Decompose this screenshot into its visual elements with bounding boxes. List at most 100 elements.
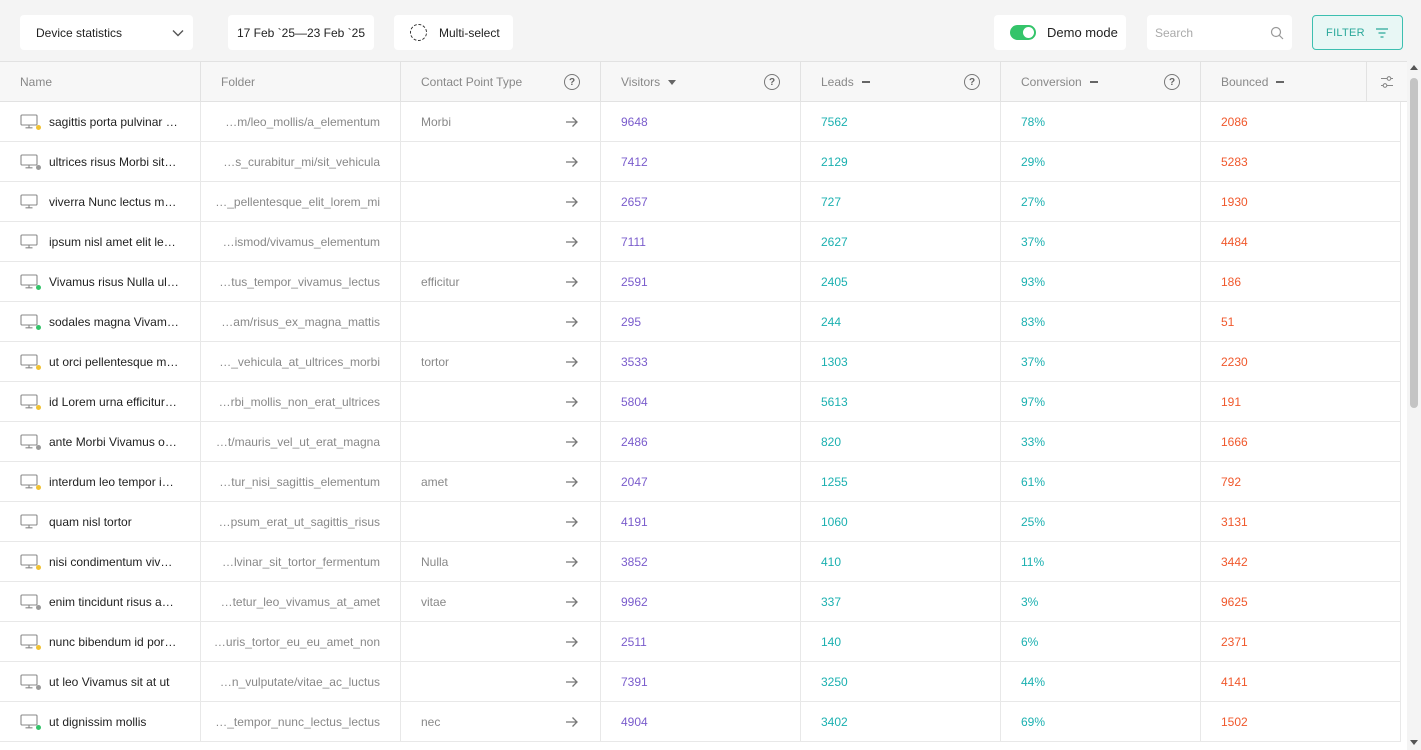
column-header-bounced[interactable]: Bounced (1201, 62, 1366, 102)
arrow-right-icon[interactable] (564, 194, 580, 213)
cell-name[interactable]: sagittis porta pulvinar … (0, 102, 201, 142)
cell-name[interactable]: id Lorem urna efficitur … (0, 382, 201, 422)
status-dot (36, 125, 41, 130)
monitor-icon (20, 114, 41, 130)
cell-name[interactable]: quam nisl tortor (0, 502, 201, 542)
arrow-right-icon[interactable] (564, 274, 580, 293)
cell-name[interactable]: enim tincidunt risus a… (0, 582, 201, 622)
cell-name[interactable]: ante Morbi Vivamus or… (0, 422, 201, 462)
column-header-leads[interactable]: Leads? (801, 62, 1001, 102)
sort-none-icon[interactable] (1276, 81, 1285, 83)
table-row[interactable]: nisi condimentum vive… …lvinar_sit_torto… (0, 542, 1401, 582)
cell-contact-point-type: vitae (401, 582, 601, 622)
scroll-up-arrow-icon[interactable] (1410, 65, 1418, 70)
cell-conversion: 83% (1001, 302, 1201, 342)
scroll-down-arrow-icon[interactable] (1410, 740, 1418, 745)
column-header-contact-point-type[interactable]: Contact Point Type? (401, 62, 601, 102)
table-row[interactable]: ipsum nisl amet elit le… …ismod/vivamus_… (0, 222, 1401, 262)
table-row[interactable]: ut leo Vivamus sit at ut …n_vulputate/vi… (0, 662, 1401, 702)
status-dot (36, 645, 41, 650)
contact-point-type-value: nec (421, 715, 441, 729)
sort-none-icon[interactable] (861, 81, 870, 83)
help-icon[interactable]: ? (964, 74, 980, 90)
cell-conversion: 44% (1001, 662, 1201, 702)
cell-bounced: 3131 (1201, 502, 1401, 542)
cell-name[interactable]: nunc bibendum id port… (0, 622, 201, 662)
help-icon[interactable]: ? (1164, 74, 1180, 90)
table-row[interactable]: sagittis porta pulvinar … …m/leo_mollis/… (0, 102, 1401, 142)
report-type-select[interactable]: Device statistics (20, 15, 193, 50)
cell-name[interactable]: ut orci pellentesque m… (0, 342, 201, 382)
cell-contact-point-type (401, 142, 601, 182)
sort-none-icon[interactable] (1089, 81, 1098, 83)
cell-visitors: 7412 (601, 142, 801, 182)
column-header-conversion[interactable]: Conversion? (1001, 62, 1201, 102)
column-settings-button[interactable] (1366, 62, 1407, 102)
table-header: Name Folder Contact Point Type? Visitors… (0, 62, 1407, 102)
cell-visitors: 3852 (601, 542, 801, 582)
cell-bounced: 4484 (1201, 222, 1401, 262)
table-row[interactable]: ut dignissim mollis …_tempor_nunc_lectus… (0, 702, 1401, 742)
table-row[interactable]: viverra Nunc lectus mi … …_pellentesque_… (0, 182, 1401, 222)
cell-visitors: 9648 (601, 102, 801, 142)
cell-name[interactable]: ultrices risus Morbi sit … (0, 142, 201, 182)
contact-point-type-value: vitae (421, 595, 447, 609)
table-row[interactable]: enim tincidunt risus a… …tetur_leo_vivam… (0, 582, 1401, 622)
column-header-name[interactable]: Name (0, 62, 201, 102)
cell-name[interactable]: nisi condimentum vive… (0, 542, 201, 582)
column-header-visitors[interactable]: Visitors? (601, 62, 801, 102)
arrow-right-icon[interactable] (564, 634, 580, 653)
cell-name[interactable]: Vivamus risus Nulla ult… (0, 262, 201, 302)
column-header-folder[interactable]: Folder (201, 62, 401, 102)
arrow-right-icon[interactable] (564, 114, 580, 133)
arrow-right-icon[interactable] (564, 394, 580, 413)
cell-visitors: 7391 (601, 662, 801, 702)
column-label-folder: Folder (221, 75, 256, 89)
help-icon[interactable]: ? (564, 74, 580, 90)
arrow-right-icon[interactable] (564, 154, 580, 173)
arrow-right-icon[interactable] (564, 234, 580, 253)
arrow-right-icon[interactable] (564, 714, 580, 733)
arrow-right-icon[interactable] (564, 594, 580, 613)
monitor-icon (20, 474, 41, 490)
date-range-picker[interactable]: 17 Feb `25—23 Feb `25 (228, 15, 374, 50)
cell-bounced: 51 (1201, 302, 1401, 342)
arrow-right-icon[interactable] (564, 674, 580, 693)
cell-name[interactable]: interdum leo tempor ip… (0, 462, 201, 502)
table-row[interactable]: id Lorem urna efficitur … …rbi_mollis_no… (0, 382, 1401, 422)
search-icon[interactable] (1270, 26, 1284, 40)
scrollbar-thumb[interactable] (1410, 78, 1418, 408)
search-input[interactable] (1155, 25, 1255, 40)
arrow-right-icon[interactable] (564, 474, 580, 493)
demo-mode-toggle[interactable] (1010, 25, 1036, 40)
cell-name[interactable]: viverra Nunc lectus mi … (0, 182, 201, 222)
table-row[interactable]: quam nisl tortor …psum_erat_ut_sagittis_… (0, 502, 1401, 542)
table-row[interactable]: sodales magna Vivam… …am/risus_ex_magna_… (0, 302, 1401, 342)
arrow-right-icon[interactable] (564, 354, 580, 373)
cell-name[interactable]: sodales magna Vivam… (0, 302, 201, 342)
cell-conversion: 27% (1001, 182, 1201, 222)
arrow-right-icon[interactable] (564, 314, 580, 333)
sort-descending-icon[interactable] (668, 79, 677, 85)
table-row[interactable]: Vivamus risus Nulla ult… …tus_tempor_viv… (0, 262, 1401, 302)
multi-select-button[interactable]: Multi-select (394, 15, 513, 50)
cell-contact-point-type: efficitur (401, 262, 601, 302)
arrow-right-icon[interactable] (564, 434, 580, 453)
arrow-right-icon[interactable] (564, 514, 580, 533)
status-dot (36, 605, 41, 610)
table-row[interactable]: interdum leo tempor ip… …tur_nisi_sagitt… (0, 462, 1401, 502)
monitor-icon (20, 194, 40, 210)
filter-button[interactable]: FILTER (1312, 15, 1403, 50)
table-row[interactable]: nunc bibendum id port… …uris_tortor_eu_e… (0, 622, 1401, 662)
table-row[interactable]: ultrices risus Morbi sit … …s_curabitur_… (0, 142, 1401, 182)
vertical-scrollbar[interactable] (1407, 61, 1421, 750)
table-row[interactable]: ut orci pellentesque m… …_vehicula_at_ul… (0, 342, 1401, 382)
status-dot (36, 565, 41, 570)
help-icon[interactable]: ? (764, 74, 780, 90)
cell-name[interactable]: ipsum nisl amet elit le… (0, 222, 201, 262)
table-row[interactable]: ante Morbi Vivamus or… …t/mauris_vel_ut_… (0, 422, 1401, 462)
cell-name[interactable]: ut leo Vivamus sit at ut (0, 662, 201, 702)
arrow-right-icon[interactable] (564, 554, 580, 573)
status-dot (36, 365, 41, 370)
cell-name[interactable]: ut dignissim mollis (0, 702, 201, 742)
